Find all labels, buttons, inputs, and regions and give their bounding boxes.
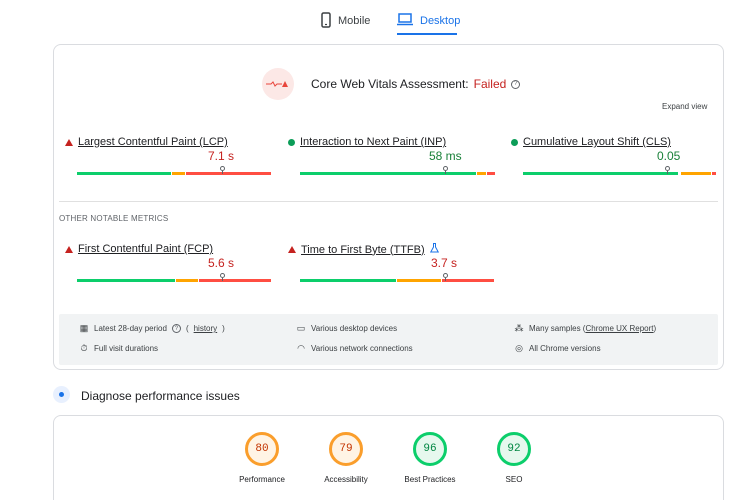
info-versions: ◎ All Chrome versions [514, 343, 601, 354]
assessment-status: Failed [473, 77, 507, 91]
metric-lcp-marker [220, 166, 225, 174]
section-divider [59, 201, 718, 202]
info-period-text: Latest 28-day period [94, 324, 167, 333]
metric-ttfb-distribution-bar [300, 273, 496, 282]
metric-inp-value: 58 ms [429, 149, 462, 163]
poor-triangle-icon [288, 246, 296, 253]
accessibility-label: Accessibility [324, 475, 368, 484]
info-durations: ⏱ Full visit durations [79, 343, 158, 354]
score-seo[interactable]: 92 SEO [474, 432, 554, 484]
info-period: ▦ Latest 28-day period ? (history) [79, 323, 225, 333]
accessibility-gauge: 79 [329, 432, 363, 466]
good-dot-icon [511, 138, 518, 146]
tab-desktop[interactable]: Desktop [397, 8, 460, 34]
other-metrics-heading: OTHER NOTABLE METRICS [59, 214, 169, 223]
info-versions-text: All Chrome versions [529, 344, 601, 353]
metric-cls-link[interactable]: Cumulative Layout Shift (CLS) [511, 136, 671, 148]
info-devices: ▭ Various desktop devices [296, 323, 397, 334]
calendar-icon: ▦ [79, 323, 89, 333]
metric-ttfb-value: 3.7 s [431, 256, 458, 270]
metric-fcp-value: 5.6 s [208, 256, 235, 270]
metric-lcp-link[interactable]: Largest Contentful Paint (LCP) [65, 136, 228, 148]
history-link[interactable]: history [193, 324, 218, 333]
metric-inp-link[interactable]: Interaction to Next Paint (INP) [288, 136, 446, 148]
assessment-title-text: Core Web Vitals Assessment: [311, 77, 469, 91]
flask-icon [429, 243, 439, 256]
expand-view-link[interactable]: Expand view [662, 102, 708, 111]
assessment-title: Core Web Vitals Assessment: Failed ? [311, 77, 521, 91]
poor-triangle-icon [65, 245, 73, 253]
good-dot-icon [288, 138, 295, 146]
chrome-ux-report-link[interactable]: Chrome UX Report [585, 324, 654, 333]
metric-lcp-label: Largest Contentful Paint (LCP) [78, 136, 228, 148]
diagnose-title: Diagnose performance issues [81, 389, 240, 403]
timer-icon: ⏱ [80, 343, 88, 353]
active-tab-indicator [397, 33, 457, 35]
best-practices-label: Best Practices [404, 475, 456, 484]
tab-mobile[interactable]: Mobile [321, 8, 370, 34]
info-durations-text: Full visit durations [94, 344, 159, 353]
seo-label: SEO [505, 475, 523, 484]
metric-ttfb-label: Time to First Byte (TTFB) [301, 243, 425, 256]
score-best-practices[interactable]: 96 Best Practices [390, 432, 470, 484]
metric-ttfb-link[interactable]: Time to First Byte (TTFB) [288, 243, 439, 256]
help-icon[interactable]: ? [511, 79, 521, 89]
metric-fcp-marker [220, 273, 225, 281]
metric-fcp-link[interactable]: First Contentful Paint (FCP) [65, 243, 213, 255]
score-performance[interactable]: 80 Performance [222, 432, 302, 484]
tab-desktop-label: Desktop [420, 15, 461, 27]
metric-fcp-label: First Contentful Paint (FCP) [78, 243, 214, 255]
device-tabs: Mobile Desktop [0, 0, 750, 36]
info-samples: ⁂ Many samples (Chrome UX Report) [514, 323, 657, 334]
info-devices-text: Various desktop devices [311, 324, 398, 333]
laptop-icon [397, 13, 413, 29]
metric-fcp-distribution-bar [77, 273, 273, 282]
info-network: ◠ Various network connections [296, 343, 413, 354]
metric-lcp-distribution-bar [77, 166, 273, 175]
metric-inp-label: Interaction to Next Paint (INP) [300, 136, 447, 148]
info-network-text: Various network connections [311, 344, 413, 353]
poor-triangle-icon [65, 138, 73, 146]
chrome-icon: ◎ [515, 343, 523, 353]
metric-lcp-value: 7.1 s [208, 149, 235, 163]
failed-assessment-icon [262, 68, 294, 100]
metric-inp-distribution-bar [300, 166, 496, 175]
seo-gauge: 92 [497, 432, 531, 466]
performance-label: Performance [239, 475, 285, 484]
metric-cls-label: Cumulative Layout Shift (CLS) [523, 136, 671, 148]
metric-cls-value: 0.05 [657, 149, 681, 163]
scores-card [53, 415, 724, 500]
wifi-icon: ◠ [297, 343, 305, 353]
metric-cls-distribution-bar [523, 166, 719, 175]
samples-icon: ⁂ [514, 323, 524, 333]
devices-icon: ▭ [296, 323, 306, 333]
help-icon[interactable]: ? [171, 324, 181, 333]
phone-icon [321, 11, 331, 31]
info-samples-prefix: Many samples ( [529, 324, 586, 333]
info-samples-suffix: ) [653, 324, 657, 333]
data-info-panel [59, 314, 718, 365]
score-accessibility[interactable]: 79 Accessibility [306, 432, 386, 484]
diagnose-icon [53, 386, 70, 403]
tab-mobile-label: Mobile [338, 15, 371, 27]
best-practices-gauge: 96 [413, 432, 447, 466]
metric-cls-marker [665, 166, 670, 174]
performance-gauge: 80 [245, 432, 279, 466]
metric-ttfb-marker [443, 273, 448, 281]
metric-inp-marker [443, 166, 448, 174]
